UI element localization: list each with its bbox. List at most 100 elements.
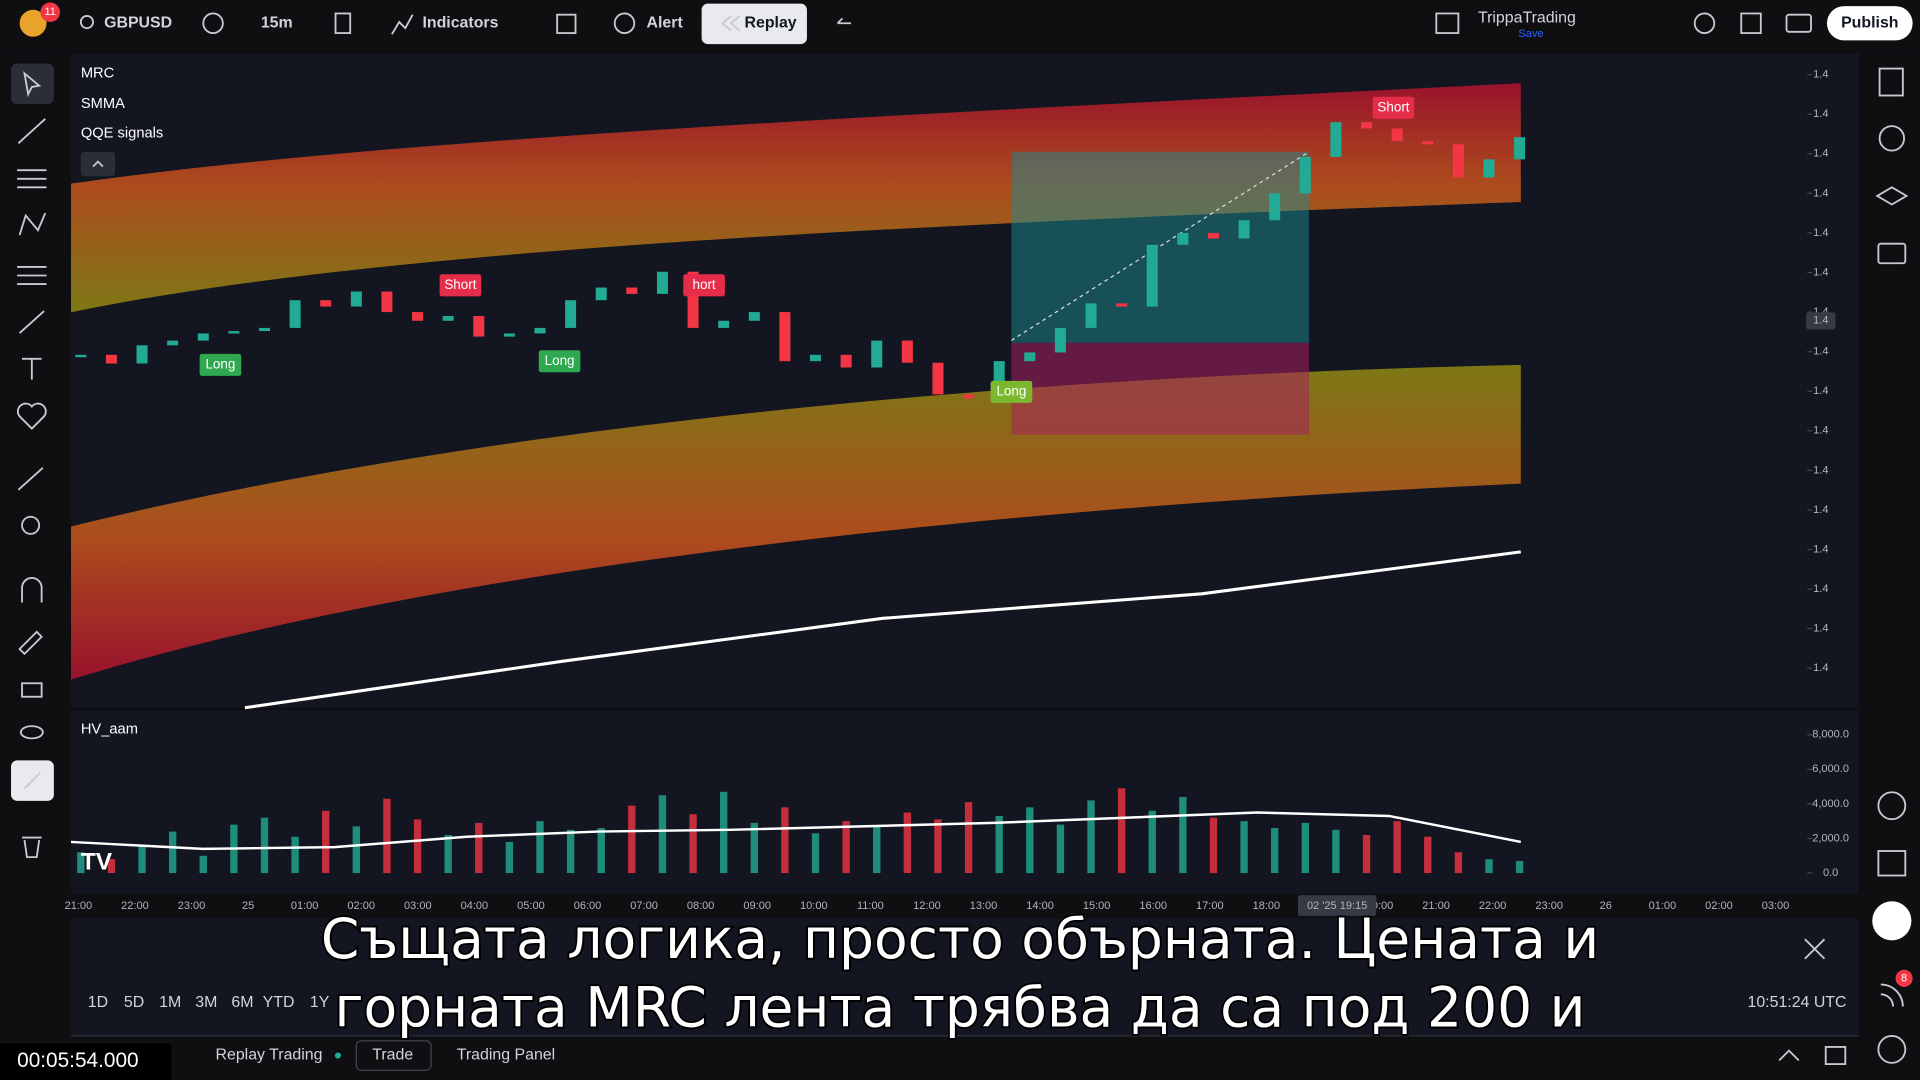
candle xyxy=(1024,352,1036,362)
ruler-tool[interactable] xyxy=(17,467,44,491)
volume-bar xyxy=(720,791,728,874)
zoom-tool[interactable] xyxy=(21,515,41,535)
candle xyxy=(1116,303,1128,307)
x-tick-label: 13:00 xyxy=(970,900,998,912)
volume-bar xyxy=(658,795,667,874)
pattern-tool[interactable] xyxy=(18,212,47,236)
expand-panel[interactable] xyxy=(1778,1049,1800,1062)
candle xyxy=(993,361,1005,399)
volume-bar xyxy=(934,819,942,874)
timeframe[interactable]: 6M xyxy=(231,994,253,1011)
volume-bar xyxy=(505,841,514,874)
volume-bar xyxy=(628,805,636,874)
alerts-panel[interactable] xyxy=(1878,125,1905,152)
volume-bar xyxy=(322,810,330,874)
y-tick-label: 1.4 xyxy=(1813,543,1828,555)
timeframe[interactable]: 3M xyxy=(195,994,217,1011)
volume-bar xyxy=(903,812,912,874)
signals-feed[interactable] xyxy=(1880,983,1904,1007)
undo[interactable] xyxy=(836,17,852,25)
chart-type[interactable] xyxy=(334,12,352,34)
watchlist[interactable] xyxy=(1878,67,1904,97)
screener[interactable] xyxy=(1877,791,1907,821)
y-tick-label: 1.4 xyxy=(1813,227,1828,239)
collapse-legend[interactable] xyxy=(80,151,116,177)
candle xyxy=(840,354,852,368)
publish[interactable]: Publish xyxy=(1841,14,1898,31)
calendar[interactable] xyxy=(1877,850,1907,877)
bottom-tab[interactable]: Trade xyxy=(372,1047,413,1064)
volume-bar xyxy=(1454,852,1463,874)
trendline-tool[interactable] xyxy=(17,118,46,144)
candle xyxy=(105,354,117,364)
layout-toggle[interactable] xyxy=(1435,12,1460,34)
indicator-legend[interactable]: SMMA xyxy=(81,96,125,112)
symbol[interactable]: GBPUSD xyxy=(104,14,172,31)
snapshot[interactable] xyxy=(1785,13,1812,33)
account[interactable]: TrippaTrading xyxy=(1478,10,1576,27)
position-target[interactable] xyxy=(1011,151,1309,343)
y-tick-label: 1.4 xyxy=(1813,266,1828,278)
close-subtitle[interactable] xyxy=(1804,938,1826,960)
save[interactable]: Save xyxy=(1518,28,1543,40)
badge xyxy=(40,2,60,23)
magnet-tool[interactable] xyxy=(21,577,43,603)
timeframe[interactable]: 1M xyxy=(159,994,181,1011)
volume-bar xyxy=(781,807,789,874)
timestamp-bg xyxy=(0,1043,172,1080)
cursor-icon xyxy=(23,71,42,98)
maximize-panel[interactable] xyxy=(1824,1046,1847,1065)
alert[interactable]: Alert xyxy=(647,14,684,31)
favorites-tool[interactable] xyxy=(16,402,47,430)
candle xyxy=(289,300,301,328)
candle xyxy=(1514,137,1526,160)
lock-tool[interactable] xyxy=(21,682,43,698)
volume-bar xyxy=(597,828,605,874)
cursor-tool[interactable] xyxy=(11,63,54,105)
replay-button[interactable] xyxy=(701,3,807,45)
settings[interactable] xyxy=(1693,12,1716,34)
bottom-tab[interactable]: Replay Trading xyxy=(216,1047,323,1064)
volume-legend[interactable]: HV_aam xyxy=(81,722,138,738)
candle xyxy=(932,362,944,395)
avatar[interactable] xyxy=(19,9,47,37)
position-stop[interactable] xyxy=(1011,342,1309,435)
prediction-tool[interactable] xyxy=(17,266,47,285)
volume-bar xyxy=(1393,821,1401,874)
y-tick-label: 4,000.0 xyxy=(1812,798,1849,810)
fib-tool[interactable] xyxy=(17,169,47,189)
y-tick-label: 1.4 xyxy=(1813,464,1828,476)
brush-tool[interactable] xyxy=(18,310,45,334)
indicator-legend[interactable]: QQE signals xyxy=(81,125,163,141)
volume-bar xyxy=(811,833,820,874)
candle xyxy=(381,291,393,313)
object-tree[interactable] xyxy=(1875,186,1909,206)
bottom-tab[interactable]: Trading Panel xyxy=(457,1047,555,1064)
timeframe[interactable]: 1D xyxy=(88,994,108,1011)
fullscreen[interactable] xyxy=(1740,12,1762,34)
x-tick-label: 03:00 xyxy=(1762,900,1790,912)
help[interactable] xyxy=(1877,1035,1907,1064)
timeframe[interactable]: YTD xyxy=(263,994,295,1011)
timeframe[interactable]: 1Y xyxy=(310,994,330,1011)
text-tool[interactable] xyxy=(22,357,42,380)
publish-button[interactable] xyxy=(1826,6,1913,41)
indicator-legend[interactable]: MRC xyxy=(81,65,115,81)
products[interactable] xyxy=(1872,901,1912,941)
signal-tag xyxy=(439,274,482,297)
lock-drawing-tool[interactable] xyxy=(18,630,43,656)
mrc-upper-band xyxy=(71,83,1521,313)
volume-bar xyxy=(352,826,360,874)
replay[interactable]: Replay xyxy=(744,14,796,31)
interval[interactable]: 15m xyxy=(261,14,293,31)
x-tick-label: 02:00 xyxy=(347,900,375,912)
indicators[interactable]: Indicators xyxy=(422,14,498,31)
trash-tool[interactable] xyxy=(22,836,42,859)
chats[interactable] xyxy=(1877,242,1907,265)
x-tick-label: 03:00 xyxy=(404,900,432,912)
layouts[interactable] xyxy=(556,13,577,34)
timeframe[interactable]: 5D xyxy=(124,994,144,1011)
hide-tool[interactable] xyxy=(19,725,44,740)
add-symbol[interactable] xyxy=(202,12,224,34)
